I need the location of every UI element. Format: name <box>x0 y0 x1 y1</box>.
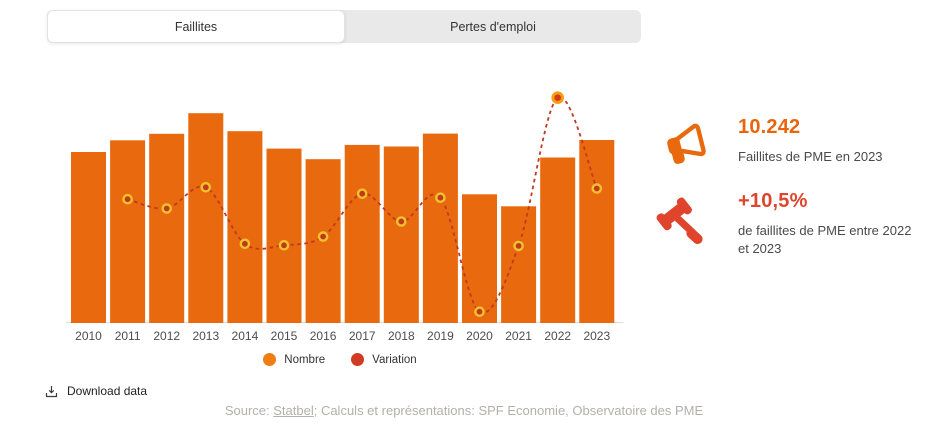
source-line: Source: Statbel; Calculs et représentati… <box>0 403 928 418</box>
nombre-legend-dot <box>263 353 277 366</box>
variation-point-2018[interactable] <box>395 216 407 227</box>
download-data-button[interactable]: Download data <box>45 384 147 398</box>
variation-point-2015[interactable] <box>278 239 290 251</box>
x-tick-2022: 2022 <box>544 329 571 343</box>
legend-item-nombre: Nombre <box>263 353 325 366</box>
variation-point-2021[interactable] <box>513 240 524 252</box>
variation-point-2017[interactable] <box>356 188 368 199</box>
legend-label-variation: Variation <box>372 353 417 366</box>
bar-2011[interactable] <box>110 140 146 323</box>
bar-2018[interactable] <box>383 146 419 324</box>
gavel-icon <box>654 194 708 259</box>
x-tick-2011: 2011 <box>115 329 141 343</box>
x-tick-2014: 2014 <box>232 329 259 343</box>
variation-percent-label: de faillites de PME entre 2022 et 2023 <box>738 223 912 256</box>
variation-point-2011[interactable] <box>122 193 133 205</box>
download-data-label: Download data <box>67 384 148 398</box>
x-tick-2012: 2012 <box>153 329 180 343</box>
source-prefix: Source: <box>224 403 274 418</box>
megaphone-icon <box>660 118 712 173</box>
legend-item-variation: Variation <box>351 353 417 366</box>
variation-percent-value: +10,5% <box>738 190 808 212</box>
bar-2020[interactable] <box>462 194 497 323</box>
variation-point-2013[interactable] <box>200 181 212 193</box>
variation-point-2020[interactable] <box>474 306 485 318</box>
x-tick-2021: 2021 <box>505 329 532 343</box>
x-tick-2013: 2013 <box>192 329 219 343</box>
x-tick-2019: 2019 <box>427 329 454 343</box>
variation-point-2014[interactable] <box>239 238 251 250</box>
x-tick-2017: 2017 <box>349 329 376 343</box>
variation-point-2019[interactable] <box>435 192 446 203</box>
variation-legend-dot <box>351 353 365 366</box>
x-tick-2018: 2018 <box>388 329 415 343</box>
download-icon <box>45 385 58 397</box>
variation-point-2016[interactable] <box>317 231 329 242</box>
x-tick-2016: 2016 <box>310 329 337 343</box>
x-tick-2010: 2010 <box>75 329 102 343</box>
stat-faillites-2023: 10.242 Faillites de PME en 2023 <box>738 116 918 166</box>
source-suffix: ; Calculs et représentations: SPF Econom… <box>313 403 704 418</box>
bar-2017[interactable] <box>344 144 380 323</box>
tab-faillites[interactable]: Faillites <box>47 10 345 43</box>
faillites-count-value: 10.242 <box>738 116 801 138</box>
tab-pertes-emploi[interactable]: Pertes d'emploi <box>450 19 536 34</box>
faillites-count-label: Faillites de PME en 2023 <box>738 149 883 164</box>
bar-2013[interactable] <box>188 113 224 323</box>
x-tick-2020: 2020 <box>466 329 493 343</box>
stat-variation-2022-2023: +10,5% de faillites de PME entre 2022 et… <box>738 190 918 257</box>
variation-point-2023[interactable] <box>591 183 603 194</box>
bar-2012[interactable] <box>149 133 185 323</box>
variation-point-2012[interactable] <box>161 203 172 214</box>
legend-label-nombre: Nombre <box>284 353 326 366</box>
bar-2015[interactable] <box>266 148 302 323</box>
chart-legend: Nombre Variation <box>40 353 640 366</box>
bar-2010[interactable] <box>71 152 106 323</box>
variation-point-2022[interactable] <box>551 91 565 104</box>
x-tick-2015: 2015 <box>271 329 298 343</box>
bar-2022[interactable] <box>540 157 576 324</box>
x-tick-2023: 2023 <box>583 329 610 343</box>
bar-2021[interactable] <box>501 206 537 323</box>
bar-2023[interactable] <box>579 140 615 323</box>
tab-bar: Faillites Pertes d'emploi <box>47 10 641 43</box>
statbel-link[interactable]: Statbel <box>273 403 314 418</box>
faillites-chart: 2010 2011 2012 2013 2014 2015 2016 2017 2018 2019… <box>66 91 623 343</box>
